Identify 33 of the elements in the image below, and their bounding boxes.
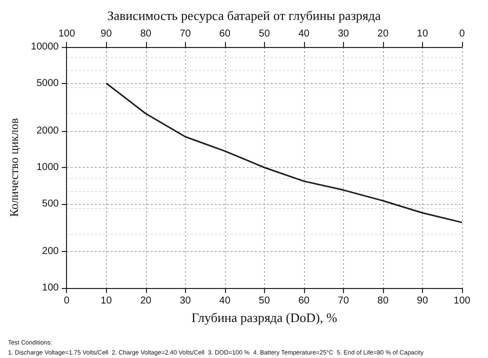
x2-tick-label: 90 [100, 28, 112, 40]
x2-tick-label: 0 [459, 28, 466, 40]
y-tick-label: 1000 [36, 162, 60, 173]
x2-tick-label: 10 [416, 28, 428, 40]
x-tick-label: 40 [219, 296, 231, 306]
x-tick-label: 70 [338, 296, 350, 306]
line-series [105, 82, 463, 224]
y-tick-label: 100 [42, 282, 60, 294]
y-tick-label: 200 [42, 246, 60, 258]
x-tick-label: 0 [64, 296, 70, 306]
y-tick-label: 5000 [36, 78, 60, 89]
x-tick-label: 80 [377, 296, 389, 306]
x2-tick-label: 80 [140, 28, 152, 40]
x-tick-label: 20 [140, 296, 152, 306]
x-tick-label: 30 [180, 296, 192, 306]
x-axis-title: Глубина разряда (DoD), % [192, 310, 338, 325]
x2-tick-label: 20 [377, 28, 389, 40]
x2-tick-label: 50 [258, 28, 270, 40]
x-tick-label: 100 [454, 296, 471, 306]
x2-tick-label: 40 [298, 28, 310, 40]
x-tick-label: 50 [258, 296, 270, 306]
x-tick-label: 90 [416, 296, 428, 306]
x2-tick-label: 70 [180, 28, 192, 40]
x-tick-label: 60 [298, 296, 310, 306]
y-tick-label: 2000 [36, 126, 60, 137]
y-tick-label: 500 [42, 198, 60, 210]
x2-tick-label: 100 [58, 28, 76, 40]
y-axis-title: Количество циклов [7, 118, 21, 217]
chart-title: Зависимость ресурса батарей от глубины разряда [107, 8, 382, 23]
y-tick-label: 10000 [30, 42, 60, 52]
x2-tick-label: 30 [338, 28, 350, 40]
x-tick-label: 10 [100, 296, 112, 306]
x2-tick-label: 60 [219, 28, 231, 40]
